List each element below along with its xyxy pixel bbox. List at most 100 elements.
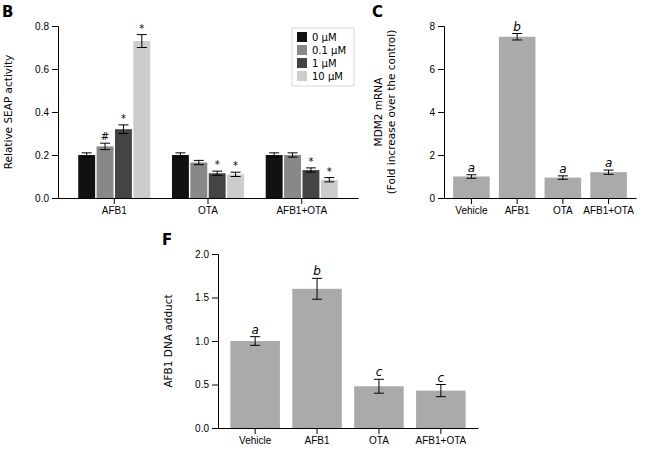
x-tick: AFB1 [305, 428, 330, 446]
error-line [274, 153, 275, 157]
error-bar [312, 278, 322, 299]
legend-swatch [297, 45, 307, 55]
error-bar [306, 168, 316, 172]
error-line [123, 125, 124, 134]
x-axis: VehicleAFB1OTAAFB1+OTA [219, 428, 479, 446]
error-cap [324, 177, 334, 178]
plot-area [230, 278, 465, 428]
tick-label: 0.0 [35, 193, 49, 204]
tick-label: 4 [429, 107, 435, 118]
tick-label: AFB1+OTA [583, 205, 634, 216]
error-cap [558, 179, 568, 180]
annotation: b [313, 264, 321, 278]
error-line [329, 178, 330, 182]
error-bar [466, 175, 476, 178]
error-line [105, 143, 106, 149]
bar [499, 37, 536, 198]
tick-label: 0 [429, 193, 435, 204]
y-tick: 0.8 [35, 21, 58, 32]
legend-label: 0 μM [312, 32, 337, 43]
tick-mark [438, 26, 444, 27]
error-cap [100, 143, 110, 144]
error-line [562, 176, 563, 179]
tick-mark [212, 341, 218, 342]
error-bar [231, 172, 241, 176]
error-bar [436, 385, 446, 397]
legend-item: 0 μM [297, 32, 337, 43]
y-axis: 0.00.20.40.60.8 [35, 21, 58, 204]
error-cap [118, 124, 128, 125]
error-bar [212, 171, 222, 175]
error-cap [137, 47, 147, 48]
tick-label: OTA [198, 205, 218, 216]
y-tick: 2 [429, 150, 444, 161]
error-bar [137, 35, 147, 48]
y-tick: 0.5 [195, 379, 218, 390]
y-axis: 0.00.51.01.52.0 [195, 249, 218, 434]
tick-mark [317, 428, 318, 434]
x-tick: AFB1 [505, 198, 530, 216]
annotation: * [327, 166, 332, 177]
legend-swatch [297, 32, 307, 42]
bar [292, 289, 342, 428]
y-tick: 0.6 [35, 64, 58, 75]
error-cap [212, 175, 222, 176]
axis-title: (Fold increase over the control) [385, 30, 397, 195]
bar [190, 163, 207, 198]
legend-label: 10 μM [312, 71, 343, 82]
x-tick: Vehicle [239, 428, 272, 446]
legend: 0 μM0.1 μM1 μM10 μM [292, 28, 354, 86]
bar [416, 391, 466, 428]
annotation: * [139, 23, 144, 34]
bar [133, 41, 150, 198]
error-line [292, 153, 293, 157]
x-tick: AFB1+OTA [276, 198, 327, 216]
error-bar [512, 34, 522, 40]
title: B [2, 3, 13, 21]
axis-title: AFB1 DNA adduct [162, 294, 174, 387]
y-tick: 0 [429, 193, 444, 204]
error-cap [82, 157, 92, 158]
error-cap [306, 167, 316, 168]
tick-mark [378, 428, 379, 434]
tick-mark [212, 428, 218, 429]
error-bar [374, 379, 384, 393]
panel: 0.00.20.40.60.8AFB1OTAAFB1+OTA#******Rel… [2, 3, 359, 216]
annotation: # [101, 131, 109, 142]
error-bar [82, 153, 92, 157]
bar [302, 170, 319, 198]
tick-label: 0.0 [195, 423, 209, 434]
annotation: * [233, 160, 238, 171]
error-line [255, 337, 256, 346]
y-tick: 1.0 [195, 336, 218, 347]
tick-label: 6 [429, 64, 435, 75]
error-cap [512, 39, 522, 40]
bar [545, 178, 582, 198]
error-cap [231, 176, 241, 177]
axis-line [445, 198, 637, 199]
error-cap [466, 178, 476, 179]
bar [266, 155, 283, 198]
tick-mark [212, 298, 218, 299]
error-line [141, 35, 142, 48]
x-tick: Vehicle [455, 198, 488, 216]
error-cap [374, 393, 384, 394]
tick-label: OTA [369, 435, 389, 446]
bar [172, 155, 189, 198]
bar [590, 172, 627, 198]
tick-label: OTA [553, 205, 573, 216]
error-cap [269, 152, 279, 153]
y-tick: 1.5 [195, 292, 218, 303]
error-cap [306, 172, 316, 173]
tick-label: 0.6 [35, 64, 49, 75]
bar [453, 177, 490, 199]
y-tick: 6 [429, 64, 444, 75]
plot-area [78, 35, 338, 198]
tick-mark [52, 26, 58, 27]
error-line [608, 170, 609, 174]
tick-mark [208, 198, 209, 204]
error-line [198, 160, 199, 164]
error-cap [137, 34, 147, 35]
error-bar [604, 170, 614, 174]
legend-item: 1 μM [297, 58, 337, 69]
